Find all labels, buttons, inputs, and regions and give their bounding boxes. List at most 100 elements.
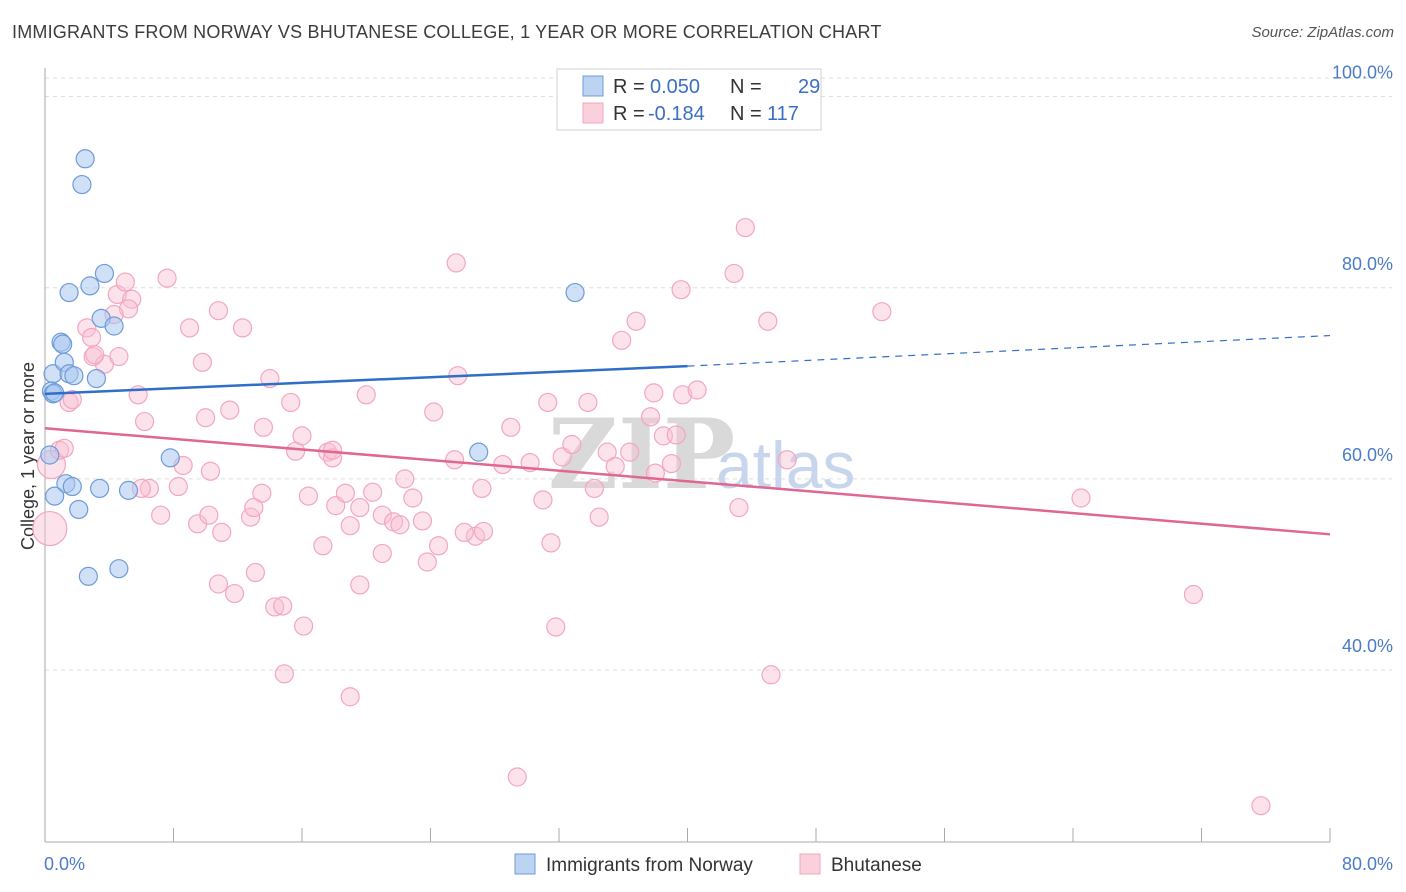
bhutanese-point (244, 497, 264, 518)
y-axis-title: College, 1 year or more (18, 362, 38, 550)
bhutanese-point (274, 664, 294, 684)
norway-point (64, 366, 84, 386)
norway-point (118, 480, 139, 500)
chart-source: Source: ZipAtlas.com (1251, 24, 1394, 41)
bhutanese-point (356, 385, 376, 405)
bhutanese-point (605, 456, 625, 477)
bhutanese-point (220, 400, 240, 420)
norway-point (160, 448, 180, 468)
bhutanese-point (32, 510, 68, 547)
bhutanese-point (661, 454, 682, 474)
y-tick-label-60: 60.0% (1342, 445, 1393, 465)
bhutanese-point (589, 507, 609, 527)
bhutanese-point (454, 522, 474, 543)
bhutanese-point (584, 478, 604, 499)
bhutanese-point (501, 417, 521, 437)
bhutanese-point (294, 616, 314, 636)
norway-point (72, 174, 92, 195)
bhutanese-point (85, 345, 105, 365)
chart-title: IMMIGRANTS FROM NORWAY VS BHUTANESE COLL… (12, 22, 882, 42)
y-tick-label-100: 100.0% (1332, 63, 1393, 83)
series-norway-points (40, 149, 585, 586)
bhutanese-point (118, 299, 139, 319)
bhutanese-point (298, 486, 319, 506)
norway-point (45, 486, 65, 506)
norway-point (86, 368, 107, 389)
bhutanese-point (281, 392, 301, 413)
bhutanese-point (179, 318, 200, 338)
bhutanese-point (597, 442, 617, 462)
bhutanese-point (724, 263, 744, 284)
bottom-legend-swatch-bhutanese (799, 853, 821, 875)
bhutanese-point (671, 280, 691, 300)
bhutanese-point (735, 217, 755, 238)
trend-lines (44, 334, 1331, 536)
bhutanese-point (666, 425, 686, 445)
bhutanese-point (335, 483, 355, 503)
legend-r-label-norway: R = (613, 76, 645, 98)
bhutanese-point (761, 665, 781, 685)
bhutanese-point (424, 402, 444, 422)
norway-point (69, 499, 89, 520)
bhutanese-point (507, 767, 527, 787)
bhutanese-point (417, 552, 437, 572)
legend-n-label-bhutanese: N = (730, 103, 762, 125)
bhutanese-point (62, 389, 82, 410)
norway-point (62, 476, 82, 497)
bhutanese-point (340, 516, 360, 536)
trend-line-norway-extension (687, 334, 1331, 367)
bhutanese-point (151, 505, 171, 525)
bhutanese-point (777, 450, 797, 470)
y-tick-label-80: 80.0% (1342, 254, 1393, 274)
bhutanese-point (273, 596, 293, 616)
bhutanese-point (208, 301, 229, 321)
bhutanese-point (403, 488, 423, 508)
bottom-legend-swatch-norway (514, 853, 536, 875)
bhutanese-point (640, 407, 661, 427)
bhutanese-point (472, 478, 492, 499)
bhutanese-point (350, 575, 370, 595)
norway-point (565, 282, 585, 303)
bhutanese-point (538, 392, 558, 413)
bhutanese-point (395, 469, 415, 489)
trend-line-bhutanese (44, 426, 1331, 536)
bhutanese-point (134, 411, 155, 432)
legend-r-value-bhutanese: -0.184 (648, 103, 705, 125)
bhutanese-point (292, 426, 312, 446)
norway-point (80, 276, 100, 296)
legend-swatch-norway (582, 75, 604, 97)
legend-r-value-norway: 0.050 (650, 76, 700, 98)
legend-n-value-norway: 29 (798, 76, 820, 98)
bhutanese-point (673, 385, 693, 405)
y-tick-label-40: 40.0% (1342, 636, 1393, 656)
bhutanese-point (428, 536, 449, 556)
bhutanese-point (139, 478, 160, 499)
norway-point (53, 334, 73, 354)
bhutanese-point (758, 311, 778, 331)
norway-point (109, 559, 129, 579)
bhutanese-point (626, 311, 646, 331)
bhutanese-point (872, 302, 892, 322)
bhutanese-point (541, 533, 561, 553)
x-ticks (44, 828, 1331, 842)
legend-r-label-bhutanese: R = (613, 103, 645, 125)
bhutanese-point (196, 408, 216, 428)
bhutanese-point (1183, 584, 1204, 605)
bhutanese-point (192, 352, 213, 372)
bhutanese-point (81, 327, 102, 348)
legend: R = 0.050 N = 29 R = -0.184 N = 117 (556, 68, 822, 131)
bhutanese-point (77, 318, 97, 338)
bhutanese-point (200, 461, 221, 481)
grid-lines (45, 77, 1392, 671)
norway-point (469, 442, 489, 462)
trend-line-norway (44, 364, 688, 396)
legend-n-value-bhutanese: 117 (767, 103, 799, 125)
y-tick-labels: 40.0% 60.0% 80.0% 100.0% (1332, 63, 1393, 656)
bhutanese-point (687, 380, 707, 400)
bhutanese-point (390, 515, 410, 535)
bhutanese-point (232, 318, 253, 338)
bhutanese-point (168, 476, 188, 497)
norway-point (90, 478, 110, 499)
bhutanese-point (224, 583, 245, 604)
bhutanese-point (313, 536, 333, 556)
